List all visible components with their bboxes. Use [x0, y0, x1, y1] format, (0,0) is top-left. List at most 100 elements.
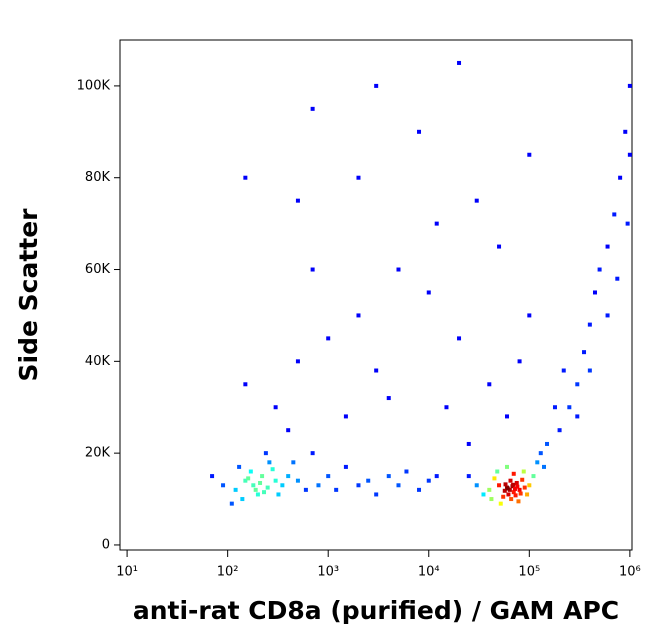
event-dot — [501, 494, 506, 499]
event-dot — [605, 313, 610, 318]
event-dot — [505, 486, 510, 491]
event-dot — [516, 499, 521, 504]
event-dot — [466, 441, 471, 446]
x-axis-title: anti-rat CD8a (purified) / GAM APC — [133, 596, 619, 625]
event-dot — [253, 487, 258, 492]
event-dot — [517, 359, 522, 364]
event-dot — [466, 474, 471, 479]
event-dot — [623, 129, 628, 134]
event-dot — [417, 487, 422, 492]
event-dot — [487, 382, 492, 387]
event-dot — [525, 492, 530, 497]
event-dot — [386, 474, 391, 479]
x-tick-label: 10² — [217, 565, 239, 580]
event-dot — [527, 152, 532, 157]
event-dot — [502, 488, 507, 493]
y-tick-label: 20K — [85, 446, 111, 461]
event-dot — [434, 221, 439, 226]
event-dot — [326, 474, 331, 479]
event-dot — [310, 451, 315, 456]
event-dot — [303, 487, 308, 492]
x-tick-label: 10⁴ — [418, 565, 440, 580]
event-dot — [507, 487, 512, 492]
event-dot — [343, 464, 348, 469]
event-dot — [326, 336, 331, 341]
event-dot — [535, 460, 540, 465]
event-dot — [561, 368, 566, 373]
event-dot — [587, 368, 592, 373]
event-dot — [426, 478, 431, 483]
event-dot — [618, 175, 623, 180]
event-dot — [426, 290, 431, 295]
event-dot — [511, 482, 516, 487]
event-dot — [246, 476, 251, 481]
event-dot — [538, 451, 543, 456]
event-dot — [513, 493, 518, 498]
x-tick-label: 10⁵ — [518, 565, 540, 580]
y-tick-label: 80K — [85, 170, 111, 185]
event-dot — [286, 474, 291, 479]
event-dot — [233, 487, 238, 492]
event-dot — [520, 477, 525, 482]
event-dot — [210, 474, 215, 479]
event-dot — [374, 368, 379, 373]
event-dot — [505, 414, 510, 419]
x-tick-label: 10⁶ — [619, 565, 641, 580]
event-dot — [514, 480, 519, 485]
event-dot — [509, 497, 514, 502]
event-dot — [506, 492, 511, 497]
event-dot — [517, 487, 522, 492]
event-dot — [511, 490, 516, 495]
event-dot — [286, 428, 291, 433]
event-dot — [221, 483, 226, 488]
event-dot — [343, 414, 348, 419]
event-dot — [512, 486, 517, 491]
y-tick-label: 40K — [85, 354, 111, 369]
event-dot — [527, 483, 532, 488]
event-dot — [273, 405, 278, 410]
event-dot — [495, 469, 500, 474]
event-dot — [262, 490, 267, 495]
event-dot — [270, 467, 275, 472]
event-dot — [280, 483, 285, 488]
event-dot — [291, 460, 296, 465]
event-dot — [527, 313, 532, 318]
event-dot — [508, 478, 513, 483]
event-dot — [374, 83, 379, 88]
event-dot — [497, 483, 502, 488]
event-dot — [265, 485, 270, 490]
event-dot — [251, 483, 256, 488]
event-dot — [531, 474, 536, 479]
event-dot — [396, 267, 401, 272]
event-dot — [557, 428, 562, 433]
event-dot — [518, 491, 523, 496]
event-dot — [316, 483, 321, 488]
event-dot — [552, 405, 557, 410]
event-dot — [295, 198, 300, 203]
event-dot — [627, 83, 632, 88]
event-dot — [587, 322, 592, 327]
event-dot — [592, 290, 597, 295]
event-dot — [356, 483, 361, 488]
y-tick-label: 60K — [85, 262, 111, 277]
event-dot — [575, 382, 580, 387]
event-dot — [374, 492, 379, 497]
event-dot — [260, 474, 265, 479]
event-dot — [243, 382, 248, 387]
event-dot — [237, 464, 242, 469]
event-dot — [255, 492, 260, 497]
y-tick-label: 0 — [102, 537, 110, 552]
event-dot — [386, 396, 391, 401]
event-dot — [258, 480, 263, 485]
event-dot — [366, 478, 371, 483]
event-dot — [444, 405, 449, 410]
event-dot — [505, 464, 510, 469]
event-dot — [597, 267, 602, 272]
event-dot — [396, 483, 401, 488]
event-dot — [263, 451, 268, 456]
event-dot — [612, 212, 617, 217]
event-dot — [356, 313, 361, 318]
event-dot — [521, 469, 526, 474]
event-dot — [481, 492, 486, 497]
